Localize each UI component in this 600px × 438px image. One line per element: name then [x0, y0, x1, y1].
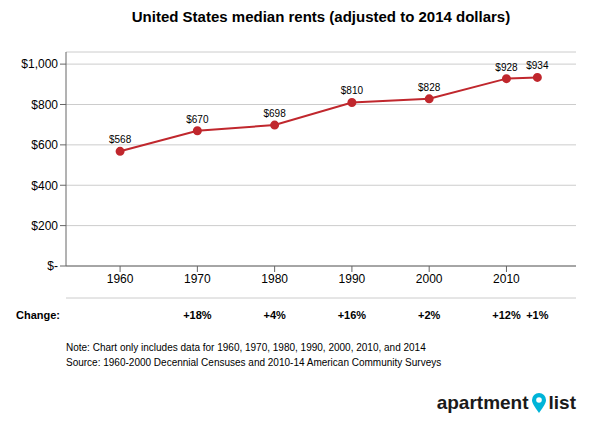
svg-text:1990: 1990	[339, 272, 366, 286]
svg-text:+2%: +2%	[418, 309, 441, 321]
svg-text:+16%: +16%	[338, 309, 367, 321]
html-text:list: list	[548, 392, 576, 413]
svg-text:$670: $670	[186, 114, 209, 125]
html-text:Source: 1960-2000 Decennial Ce: Source: 1960-2000 Decennial Censuses and…	[66, 357, 442, 368]
svg-text:Change:: Change:	[16, 309, 60, 321]
svg-text:2010: 2010	[493, 272, 520, 286]
svg-text:$698: $698	[264, 108, 287, 119]
html-text:apartment: apartment	[436, 392, 529, 413]
svg-text:$928: $928	[495, 62, 518, 73]
svg-text:1960: 1960	[107, 272, 134, 286]
html-text:United States median rents (ad: United States median rents (adjusted to …	[131, 8, 511, 25]
svg-text:+18%: +18%	[183, 309, 212, 321]
svg-text:+4%: +4%	[263, 309, 286, 321]
svg-text:1970: 1970	[184, 272, 211, 286]
svg-text:+1%: +1%	[526, 309, 549, 321]
svg-text:$934: $934	[526, 60, 549, 71]
svg-text:$568: $568	[109, 134, 132, 145]
svg-text:$810: $810	[341, 85, 364, 96]
svg-text:$828: $828	[418, 82, 441, 93]
svg-text:+12%: +12%	[492, 309, 521, 321]
svg-text:$1,000: $1,000	[21, 57, 58, 71]
svg-text:$600: $600	[31, 138, 58, 152]
svg-text:$-: $-	[47, 259, 58, 273]
svg-text:$200: $200	[31, 219, 58, 233]
svg-text:$400: $400	[31, 179, 58, 193]
svg-text:2000: 2000	[416, 272, 443, 286]
svg-text:$800: $800	[31, 98, 58, 112]
html-text:Note: Chart only includes data: Note: Chart only includes data for 1960,…	[66, 342, 426, 353]
svg-text:1980: 1980	[261, 272, 288, 286]
